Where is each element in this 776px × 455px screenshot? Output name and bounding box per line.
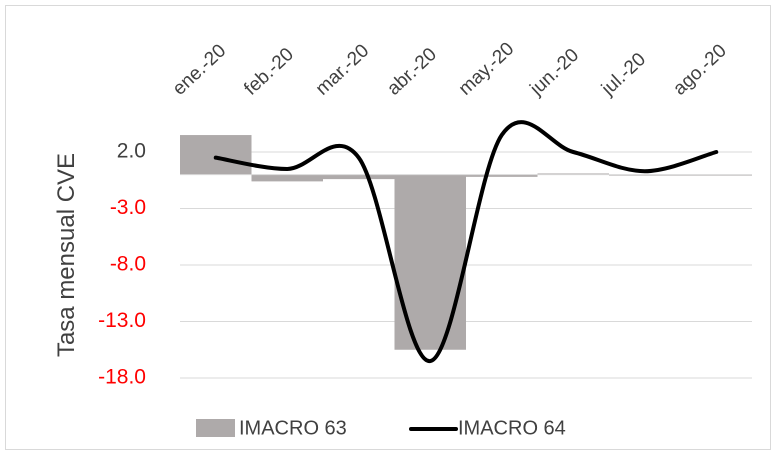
legend-label-line: IMACRO 64 — [458, 417, 566, 439]
legend-label-bar: IMACRO 63 — [239, 417, 347, 439]
bar — [537, 173, 609, 175]
x-tick-label: may.-20 — [455, 38, 518, 99]
x-tick-labels: ene.-20 feb.-20 mar.-20 abr.-20 may.-20 jun.-… — [169, 38, 731, 100]
x-tick-label: ago.-20 — [669, 40, 730, 99]
bar — [466, 174, 538, 177]
legend: IMACRO 63 IMACRO 64 — [196, 417, 566, 439]
bar — [180, 135, 252, 175]
y-tick-label: 2.0 — [117, 140, 146, 163]
x-tick-label: ene.-20 — [169, 40, 230, 99]
bar — [394, 174, 466, 350]
y-tick-label: -13.0 — [98, 309, 146, 332]
line-series — [213, 120, 719, 364]
legend-swatch-bar — [196, 419, 235, 437]
chart-frame — [5, 5, 771, 450]
x-tick-label: feb.-20 — [240, 44, 298, 100]
y-tick-label: -3.0 — [110, 196, 146, 219]
x-tick-label: jun.-20 — [526, 45, 584, 101]
y-tick-label: -8.0 — [110, 253, 146, 276]
x-tick-label: mar.-20 — [312, 40, 373, 99]
y-axis-label: Tasa mensual CVE — [53, 153, 80, 357]
x-tick-label: abr.-20 — [383, 44, 441, 100]
y-tick-label: -18.0 — [98, 366, 146, 389]
y-tick-labels: 2.0 -3.0 -8.0 -13.0 -18.0 — [98, 140, 146, 389]
x-tick-label: jul.-20 — [597, 49, 650, 100]
bar — [323, 174, 395, 180]
bar — [251, 174, 323, 182]
